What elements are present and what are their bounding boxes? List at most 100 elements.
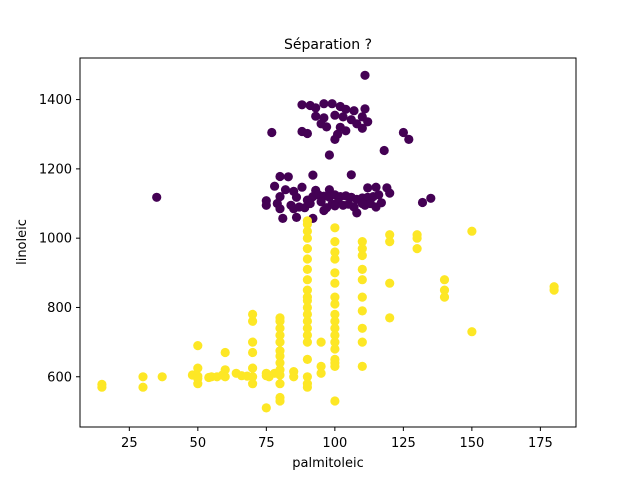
y-tick-label: 1200: [39, 162, 72, 177]
data-point-series-2: [302, 316, 312, 326]
data-point-series-1: [363, 117, 373, 127]
data-point-series-2: [193, 379, 203, 389]
data-point-series-2: [302, 372, 312, 382]
data-point-series-2: [302, 254, 312, 264]
data-point-series-1: [319, 205, 329, 216]
data-point-series-1: [371, 182, 381, 192]
x-axis-label: palmitoleic: [292, 456, 364, 471]
data-point-series-2: [261, 403, 271, 413]
data-point-series-2: [275, 330, 285, 340]
data-point-series-1: [404, 134, 414, 144]
data-point-series-1: [319, 99, 329, 109]
data-point-series-1: [374, 190, 384, 200]
data-point-series-2: [385, 230, 395, 240]
data-point-series-2: [302, 295, 312, 306]
data-point-series-1: [398, 127, 408, 138]
data-point-series-2: [302, 330, 312, 340]
data-point-series-2: [357, 337, 367, 347]
data-point-series-2: [439, 275, 450, 285]
data-point-series-1: [330, 134, 340, 144]
data-point-series-2: [412, 233, 422, 243]
x-tick-label: 100: [322, 436, 347, 451]
data-point-series-2: [302, 219, 312, 229]
data-point-series-2: [275, 358, 285, 368]
data-point-series-2: [302, 382, 312, 392]
x-tick-label: 50: [190, 436, 207, 451]
data-point-series-2: [248, 337, 258, 347]
plot-frame: [79, 57, 577, 428]
data-point-series-2: [439, 285, 450, 295]
data-point-series-2: [330, 237, 340, 247]
data-point-series-2: [439, 292, 450, 302]
data-point-series-2: [330, 330, 340, 340]
data-point-series-1: [291, 192, 302, 202]
data-point-series-2: [302, 285, 312, 295]
y-tick-label: 1400: [39, 93, 72, 108]
data-point-series-2: [248, 316, 258, 326]
data-point-series-2: [248, 309, 258, 319]
data-point-series-1: [426, 193, 436, 203]
data-point-series-2: [302, 323, 312, 333]
data-point-series-2: [330, 344, 340, 354]
data-point-series-2: [330, 396, 340, 406]
x-tick-label: 175: [528, 436, 553, 451]
x-tick-label: 25: [121, 436, 138, 451]
data-point-series-2: [193, 341, 203, 351]
y-tick-label: 600: [47, 370, 72, 385]
data-point-series-2: [330, 254, 340, 264]
data-point-series-2: [248, 363, 258, 373]
data-point-series-1: [261, 200, 271, 210]
data-point-series-2: [357, 323, 367, 333]
data-point-series-2: [357, 237, 367, 247]
data-point-series-2: [193, 363, 203, 373]
points-layer: [97, 70, 559, 413]
data-point-series-2: [330, 278, 340, 288]
x-tick-label: 75: [258, 436, 275, 451]
data-point-series-2: [330, 299, 340, 309]
chart-title: Séparation ?: [284, 37, 372, 53]
data-point-series-2: [302, 233, 312, 243]
data-point-series-2: [467, 327, 477, 337]
data-point-series-2: [330, 268, 340, 278]
data-point-series-1: [385, 188, 395, 198]
data-point-series-1: [330, 110, 340, 120]
data-point-series-1: [341, 126, 351, 136]
data-point-series-1: [311, 103, 321, 113]
plot-area: [80, 58, 576, 427]
data-point-series-2: [138, 372, 148, 382]
data-point-series-1: [297, 182, 307, 192]
data-point-series-1: [379, 145, 389, 156]
data-point-series-1: [330, 201, 340, 211]
data-point-series-1: [417, 197, 428, 208]
data-point-series-2: [330, 316, 340, 326]
data-point-series-1: [308, 170, 318, 180]
x-tick-label: 125: [391, 436, 416, 451]
data-point-series-1: [152, 192, 162, 202]
data-point-series-2: [220, 347, 230, 358]
data-point-series-2: [302, 302, 312, 313]
data-point-series-1: [278, 213, 288, 223]
data-point-series-2: [357, 306, 367, 316]
data-point-series-2: [248, 347, 258, 358]
data-point-series-2: [302, 337, 312, 347]
data-point-series-1: [324, 150, 334, 160]
data-point-series-2: [316, 337, 326, 347]
data-point-series-2: [248, 379, 258, 389]
data-point-series-1: [297, 100, 307, 110]
data-point-series-1: [344, 199, 354, 209]
data-point-series-2: [330, 337, 340, 347]
data-point-series-1: [270, 181, 280, 191]
data-point-series-1: [349, 106, 359, 116]
data-point-series-2: [357, 275, 367, 285]
data-point-series-2: [275, 323, 285, 333]
x-tick-label: 150: [459, 436, 484, 451]
data-point-series-2: [302, 226, 312, 236]
data-point-series-2: [330, 223, 340, 233]
data-point-series-2: [357, 264, 367, 274]
data-point-series-2: [412, 244, 422, 254]
data-point-series-1: [363, 183, 373, 193]
data-point-series-2: [275, 396, 285, 406]
data-point-series-1: [346, 170, 356, 180]
x-axis-ticks: 25 50 75 100 125 150 175: [121, 427, 553, 451]
